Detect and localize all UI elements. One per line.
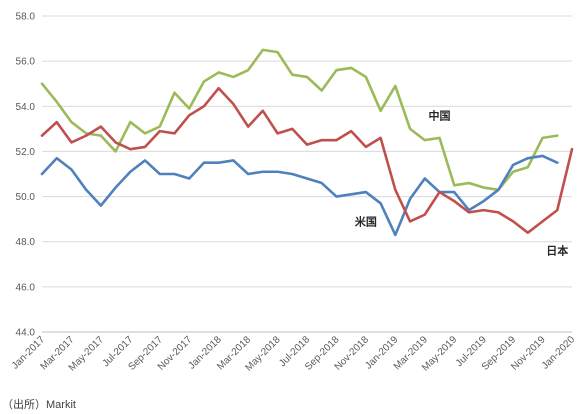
series-line — [40, 86, 574, 234]
series-label: 米国 — [354, 214, 377, 228]
series-lines — [40, 48, 574, 237]
y-tick-label: 48.0 — [16, 237, 36, 248]
series-line — [40, 48, 559, 192]
y-axis-tick-labels: 44.0 46.0 48.0 50.0 52.0 54.0 56.0 58.0 — [16, 12, 36, 339]
x-axis-tick-labels: Jan-2017Mar-2017May-2017Jul-2017Sep-2017… — [10, 334, 578, 374]
y-tick-label: 46.0 — [16, 282, 36, 293]
series-line — [40, 154, 559, 237]
y-tick-label: 56.0 — [16, 57, 36, 68]
series-label: 中国 — [429, 108, 451, 122]
x-tick-label: Jan-2020 — [540, 334, 578, 372]
gridlines — [42, 15, 572, 333]
y-tick-label: 52.0 — [16, 147, 36, 158]
y-tick-label: 54.0 — [16, 102, 36, 113]
y-tick-label: 44.0 — [16, 328, 36, 339]
source-note: （出所）Markit — [2, 397, 76, 411]
series-label: 日本 — [546, 244, 568, 258]
y-tick-label: 50.0 — [16, 192, 36, 203]
y-tick-label: 58.0 — [16, 12, 36, 23]
